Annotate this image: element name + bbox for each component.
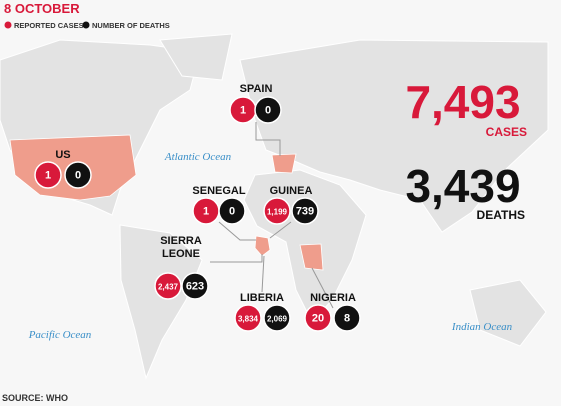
legend-label: REPORTED CASES	[14, 21, 84, 30]
total-cases-label: CASES	[486, 125, 527, 139]
deaths-circle	[218, 197, 246, 225]
cases-value: 1	[240, 105, 246, 117]
west-africa-shape	[254, 235, 271, 257]
cases-value: 1	[45, 170, 51, 182]
country-name: SIERRA	[160, 235, 202, 247]
deaths-circle	[254, 96, 282, 124]
deaths-circle	[181, 272, 209, 300]
deaths-circle	[291, 197, 319, 225]
total-deaths: 3,439	[405, 160, 520, 212]
cases-value: 1,199	[267, 208, 288, 217]
cases-circle	[34, 161, 62, 189]
deaths-value: 0	[265, 105, 271, 117]
country-name: LEONE	[162, 248, 200, 260]
deaths-circle	[64, 161, 92, 189]
deaths-value: 0	[229, 206, 235, 218]
deaths-circle	[263, 304, 291, 332]
deaths-value: 623	[186, 281, 204, 293]
cases-circle	[234, 304, 262, 332]
legend-dot	[82, 21, 90, 29]
leader-lines	[210, 122, 334, 309]
deaths-value: 0	[75, 170, 81, 182]
source: SOURCE: WHO	[2, 393, 68, 403]
cases-circle	[263, 197, 291, 225]
ocean-label: Indian Ocean	[451, 321, 513, 333]
cases-circle	[154, 272, 182, 300]
legend-label: NUMBER OF DEATHS	[92, 21, 170, 30]
deaths-value: 739	[296, 206, 314, 218]
deaths-value: 8	[344, 313, 350, 325]
country-name: NIGERIA	[310, 292, 356, 304]
spain-shape	[271, 153, 297, 174]
ocean-label: Atlantic Ocean	[164, 151, 232, 163]
cases-value: 20	[312, 313, 324, 325]
country-name: SENEGAL	[192, 185, 245, 197]
country-name: US	[55, 149, 70, 161]
total-deaths-label: DEATHS	[477, 208, 525, 222]
country-name: GUINEA	[270, 185, 313, 197]
cases-value: 2,437	[158, 283, 179, 292]
country-name: LIBERIA	[240, 292, 284, 304]
total-cases: 7,493	[405, 76, 520, 128]
cases-circle	[304, 304, 332, 332]
cases-value: 3,834	[238, 315, 259, 324]
ocean-label: Pacific Ocean	[28, 329, 92, 341]
cases-value: 1	[203, 206, 209, 218]
legend-dot	[4, 21, 12, 29]
country-name: SPAIN	[240, 83, 273, 95]
deaths-circle	[333, 304, 361, 332]
nigeria-shape	[299, 243, 324, 271]
date-title: 8 OCTOBER	[4, 1, 80, 16]
deaths-value: 2,069	[267, 315, 288, 324]
